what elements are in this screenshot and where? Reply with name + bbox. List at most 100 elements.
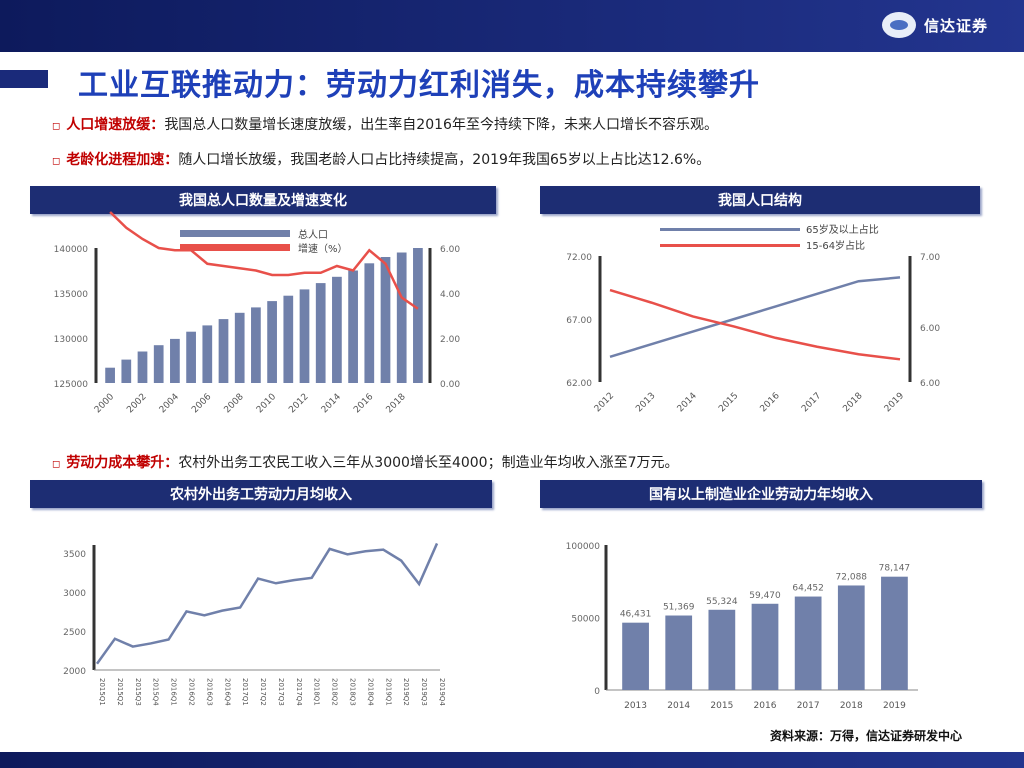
chart2-legend-65: 65岁及以上占比 [806,223,879,236]
chart2-legend-1564-swatch [660,244,800,247]
chart1-bar [234,312,245,383]
chart1-xtick: 2012 [287,392,310,415]
chart3-xtick: 2018Q2 [331,678,339,706]
bullet-aging: ◻ 老龄化进程加速：随人口增长放缓，我国老龄人口占比持续提高，2019年我国65岁… [52,149,710,169]
chart4-ytick: 0 [594,687,600,697]
chart2-xtick: 2012 [593,391,616,414]
chart1-xtick: 2010 [255,392,278,415]
chart3-ytick: 3000 [63,589,86,599]
chart3-xtick: 2018Q1 [313,678,321,706]
chart1-ytick-left: 125000 [54,380,89,390]
bullet-marker-icon: ◻ [52,121,61,132]
panel-title-population: 我国总人口数量及增速变化 [30,186,496,214]
chart4-xtick: 2018 [840,701,863,711]
chart2-xtick: 2017 [800,391,823,414]
chart1-xtick: 2002 [125,392,148,415]
chart3-ytick: 3500 [63,550,86,560]
chart1-xtick: 2008 [223,392,246,415]
chart1-bar [251,307,261,383]
chart3-xtick: 2016Q1 [170,678,178,706]
chart1-bar [380,257,391,383]
chart1-ytick-left: 135000 [54,290,89,300]
chart2-ytick-left: 72.00 [566,253,592,263]
chart4-xtick: 2019 [883,701,906,711]
title-accent [0,70,48,88]
chart3-ytick: 2000 [63,667,86,677]
chart2-legend-1564: 15-64岁占比 [806,239,865,252]
chart1-bar [121,359,132,383]
chart2-xtick: 2014 [676,391,699,414]
chart2-xtick: 2018 [841,391,864,414]
chart3-xtick: 2017Q4 [295,678,303,706]
panel-title-manufacturing-income: 国有以上制造业企业劳动力年均收入 [540,480,982,508]
chart4-data-label: 46,431 [620,610,652,620]
brand-name: 信达证券 [923,16,988,35]
chart2-xtick: 2016 [759,391,782,414]
chart1-bar [202,325,213,383]
chart2-ytick-left: 67.00 [566,316,592,326]
chart3-xtick: 2016Q4 [223,678,231,706]
chart3-income-line [95,542,439,665]
chart3-xtick: 2015Q2 [116,678,124,706]
chart1-bar [283,295,294,383]
chart4-data-label: 72,088 [836,572,868,582]
chart1-ytick-right: 4.00 [440,290,460,300]
chart1-bar [153,345,164,383]
chart1-bar [137,351,148,383]
chart4-data-label: 59,470 [749,591,781,601]
chart3-xtick: 2019Q4 [438,678,446,706]
chart2-ytick-right: 6.00 [920,324,940,334]
chart4-xtick: 2017 [797,701,820,711]
chart1-ytick-left: 130000 [54,335,89,345]
chart2-xtick: 2013 [634,391,657,414]
chart3-xtick: 2015Q4 [152,678,160,706]
chart2-ytick-left: 62.00 [566,379,592,389]
chart1-xtick: 2004 [158,392,181,415]
chart3-xtick: 2017Q1 [241,678,249,706]
chart4-bar [751,603,779,690]
chart1-xtick: 2000 [93,392,116,415]
chart1-bar [348,270,358,383]
chart4-data-label: 64,452 [792,584,824,594]
chart4-data-label: 51,369 [663,603,695,613]
chart3-xtick: 2018Q4 [366,678,374,706]
chart3-xtick: 2016Q3 [205,678,213,706]
chart3-xtick: 2017Q2 [259,678,267,706]
chart1-legend-total: 总人口 [298,228,328,241]
chart1-bar [364,263,375,383]
chart1-legend-total-swatch [180,230,290,237]
chart1-bar [170,338,180,383]
chart4-xtick: 2016 [754,701,777,711]
chart4-bar [881,576,908,690]
bullet-marker-icon: ◻ [52,156,61,167]
chart2-legend-65-swatch [660,228,800,231]
footer-strip [0,752,1024,768]
chart1-bar [396,252,407,383]
chart4-bar [837,585,865,690]
chart1-bar [105,367,115,383]
chart1-growth-line [109,211,419,310]
chart3-xtick: 2017Q3 [277,678,285,706]
chart3-xtick: 2015Q1 [98,678,106,706]
bullet-marker-icon: ◻ [52,459,61,470]
bullet-labor-cost: ◻ 劳动力成本攀升：农村外出务工农民工收入三年从3000增长至4000；制造业年均… [52,452,678,472]
chart4-xtick: 2015 [710,701,733,711]
source-note: 资料来源：万得，信达证券研发中心 [770,729,963,743]
chart1-ytick-right: 2.00 [440,335,460,345]
chart1-legend-growth: 增速（%） [298,242,348,255]
chart1-xtick: 2018 [385,392,408,415]
panel-title-rural-income: 农村外出务工劳动力月均收入 [30,480,492,508]
bullet-key: 人口增速放缓： [66,117,165,133]
bullet-text: 随人口增长放缓，我国老龄人口占比持续提高，2019年我国65岁以上占比达12.6… [178,152,711,168]
chart4-data-label: 55,324 [706,597,738,607]
chart4-ytick: 50000 [571,615,600,625]
chart3-xtick: 2016Q2 [187,678,195,706]
chart3-xtick: 2019Q3 [420,678,428,706]
chart1-xtick: 2006 [190,392,213,415]
chart4-bar [622,622,649,690]
chart3-xtick: 2018Q3 [349,678,357,706]
chart2-xtick: 2015 [717,391,740,414]
chart3-xtick: 2019Q1 [384,678,392,706]
top-banner: 信达证券 [0,0,1024,52]
